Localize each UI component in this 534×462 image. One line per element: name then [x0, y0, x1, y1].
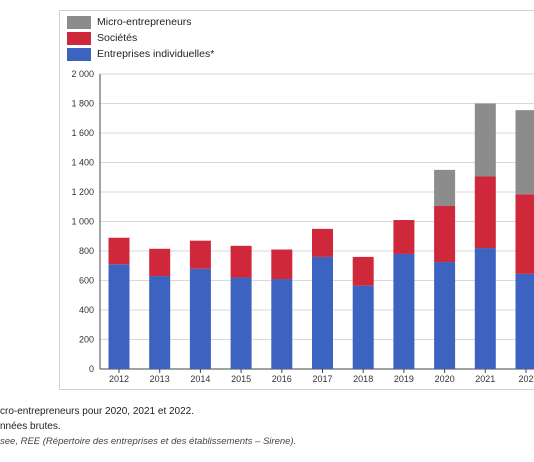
legend-label-ei: Entreprises individuelles*	[97, 48, 215, 60]
bar-segment	[515, 194, 534, 274]
x-tick-label: 2020	[435, 374, 455, 384]
x-tick-label: 2012	[109, 374, 129, 384]
x-tick-label: 2015	[231, 374, 251, 384]
y-tick-label: 400	[79, 305, 94, 315]
note-source: see, REE (Répertoire des entreprises et …	[0, 436, 297, 447]
bar-segment	[434, 206, 456, 263]
y-tick-label: 1 200	[71, 187, 94, 197]
legend-item-micro: Micro-entrepreneurs	[67, 14, 214, 30]
x-tick-label: 2019	[394, 374, 414, 384]
bar-segment	[149, 248, 171, 277]
bar-segment	[189, 240, 211, 269]
bar-segment	[352, 256, 374, 286]
legend: Micro-entrepreneurs Sociétés Entreprises…	[67, 14, 214, 62]
legend-swatch-societes	[67, 31, 91, 45]
x-tick-label: 2018	[353, 374, 373, 384]
bar-segment	[474, 176, 496, 249]
bar-segment	[352, 285, 374, 369]
legend-swatch-ei	[67, 47, 91, 61]
bar-segment	[434, 169, 456, 207]
bar-segment	[189, 268, 211, 369]
legend-swatch-micro	[67, 15, 91, 29]
bar-segment	[271, 279, 293, 369]
bar-segment	[149, 276, 171, 369]
x-tick-label: 202	[518, 374, 533, 384]
y-tick-label: 2 000	[71, 69, 94, 79]
bar-segment	[393, 253, 415, 369]
note-data-type: nnées brutes.	[0, 421, 61, 432]
x-tick-label: 2017	[312, 374, 332, 384]
legend-label-micro: Micro-entrepreneurs	[97, 16, 192, 28]
y-tick-label: 1 600	[71, 128, 94, 138]
bar-segment	[474, 103, 496, 177]
bar-segment	[230, 277, 252, 369]
x-tick-label: 2013	[150, 374, 170, 384]
bar-segment	[108, 264, 130, 369]
note-scope: cro-entrepreneurs pour 2020, 2021 et 202…	[0, 406, 195, 417]
y-tick-label: 1 400	[71, 158, 94, 168]
bar-segment	[474, 248, 496, 369]
bar-segment	[515, 110, 534, 195]
y-tick-label: 200	[79, 335, 94, 345]
y-tick-label: 1 000	[71, 217, 94, 227]
bar-segment	[108, 237, 130, 265]
x-tick-label: 2016	[272, 374, 292, 384]
bar-segment	[230, 245, 252, 278]
bar-segment	[515, 273, 534, 369]
bar-segment	[393, 220, 415, 254]
bar-segment	[312, 228, 333, 257]
legend-label-societes: Sociétés	[97, 32, 138, 44]
y-tick-label: 1 800	[71, 99, 94, 109]
y-tick-label: 600	[79, 276, 94, 286]
y-tick-label: 800	[79, 246, 94, 256]
chart-notes: cro-entrepreneurs pour 2020, 2021 et 202…	[0, 404, 296, 449]
bar-segment	[434, 262, 456, 369]
y-tick-label: 0	[89, 364, 94, 374]
legend-item-ei: Entreprises individuelles*	[67, 46, 214, 62]
x-tick-label: 2014	[190, 374, 210, 384]
legend-item-societes: Sociétés	[67, 30, 214, 46]
bar-segment	[271, 249, 293, 280]
bar-segment	[312, 256, 333, 369]
x-tick-label: 2021	[475, 374, 495, 384]
